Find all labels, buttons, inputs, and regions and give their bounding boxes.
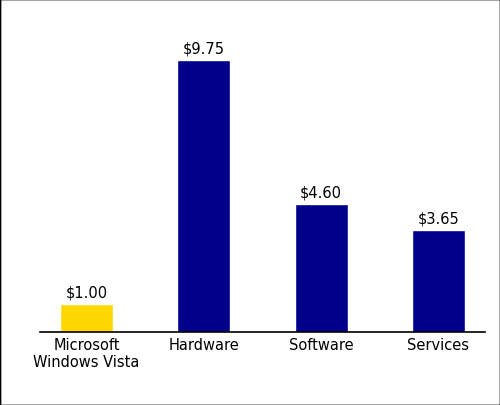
- Text: $1.00: $1.00: [66, 285, 108, 300]
- Bar: [60, 304, 113, 332]
- Text: $3.65: $3.65: [418, 211, 460, 226]
- Bar: [178, 61, 231, 332]
- Text: $4.60: $4.60: [300, 185, 342, 200]
- Bar: [412, 230, 465, 332]
- Text: $9.75: $9.75: [183, 42, 225, 57]
- Bar: [294, 204, 348, 332]
